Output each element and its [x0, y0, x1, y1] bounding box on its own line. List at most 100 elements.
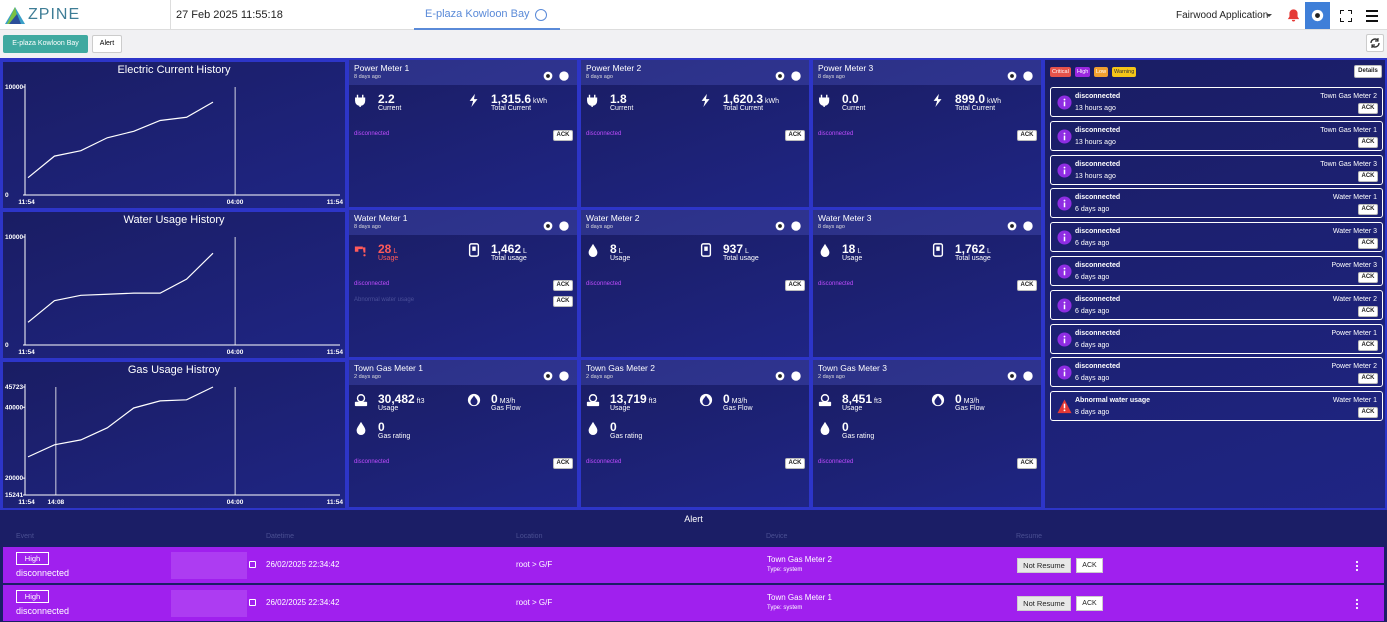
card-alert: disconnected	[354, 131, 390, 137]
icon-shape	[468, 243, 480, 257]
metric-unit: ft3	[648, 398, 657, 405]
icon-shape	[563, 225, 565, 229]
resume-button[interactable]: Not Resume	[1017, 596, 1071, 611]
ack-button[interactable]: ACK	[553, 280, 573, 291]
card-alert: disconnected	[818, 459, 854, 465]
app-selector[interactable]: Fairwood Application	[1176, 10, 1269, 21]
icon-shape	[1339, 9, 1353, 23]
ack-button[interactable]: ACK	[1076, 558, 1103, 573]
y-tick-label: 10000	[5, 84, 23, 91]
metric-label: Gas rating	[842, 433, 875, 440]
alert-time: 13 hours ago	[1075, 172, 1116, 180]
icon[interactable]	[559, 68, 569, 81]
icon[interactable]	[791, 368, 801, 381]
icon	[1057, 399, 1072, 414]
ack-button[interactable]: ACK	[785, 280, 805, 291]
icon[interactable]	[775, 68, 785, 81]
view-toggle[interactable]	[1305, 2, 1330, 29]
icon[interactable]	[543, 368, 553, 381]
ack-button[interactable]: ACK	[553, 296, 573, 307]
card-alert: Abnormal water usage	[354, 297, 415, 303]
icon-shape	[354, 394, 368, 407]
alert-status: disconnected	[1075, 160, 1121, 168]
icon[interactable]	[791, 218, 801, 231]
alert-device: Town Gas Meter 2	[1320, 93, 1377, 100]
icon-shape	[1010, 224, 1014, 228]
metric-label: Current	[610, 105, 634, 112]
card-header	[813, 360, 1041, 385]
metric-value-row: 2.2	[378, 90, 395, 108]
icon-shape	[1027, 375, 1029, 379]
site-button[interactable]: E-plaza Kowloon Bay	[3, 35, 88, 53]
metric-unit: ft3	[416, 398, 425, 405]
alert-button[interactable]: Alert	[92, 35, 122, 53]
thumbnail	[171, 552, 247, 579]
ack-button[interactable]: ACK	[1017, 280, 1037, 291]
icon[interactable]	[543, 68, 553, 81]
metric-value: 0	[378, 420, 385, 434]
resume-button[interactable]: Not Resume	[1017, 558, 1071, 573]
icon[interactable]	[543, 218, 553, 231]
metric-unit: kWh	[533, 98, 548, 105]
ack-button[interactable]: ACK	[553, 130, 573, 141]
ack-button[interactable]: ACK	[1358, 272, 1378, 283]
metric-label: Gas Flow	[955, 405, 985, 412]
metric-value: 1.8	[610, 92, 627, 106]
ack-button[interactable]: ACK	[1358, 136, 1378, 148]
icon[interactable]	[775, 368, 785, 381]
ack-button[interactable]: ACK	[1017, 130, 1037, 141]
icon[interactable]	[775, 218, 785, 231]
metric-unit: M3/h	[963, 398, 980, 405]
icon-shape	[795, 75, 797, 79]
ack-button[interactable]: ACK	[1358, 305, 1378, 317]
ack-button[interactable]: ACK	[1358, 407, 1378, 419]
icon	[586, 421, 600, 435]
ack-button[interactable]: ACK	[1358, 103, 1378, 114]
ack-button[interactable]: ACK	[1358, 204, 1378, 216]
icon[interactable]	[1023, 368, 1033, 381]
icon-shape	[354, 246, 366, 253]
ack-button[interactable]: ACK	[785, 458, 805, 469]
icon-shape	[1063, 236, 1066, 242]
icon[interactable]	[1007, 368, 1017, 381]
icon[interactable]	[559, 218, 569, 231]
icon[interactable]	[1007, 68, 1017, 81]
icon	[1057, 230, 1072, 245]
icon[interactable]	[1023, 218, 1033, 231]
refresh-button[interactable]	[1366, 34, 1384, 52]
icon-shape	[546, 74, 550, 78]
icon-shape	[1057, 365, 1072, 380]
ack-button[interactable]: ACK	[1017, 458, 1037, 469]
datetime: 26/02/2025 22:34:42	[266, 560, 340, 569]
alert-item: disconnected 6 days ago Power Meter 1 ACK	[1050, 323, 1383, 354]
card-header	[581, 360, 809, 385]
y-tick-label: 20000	[5, 475, 23, 482]
history-chart: Water Usage History 0 10000 11:54 04:00 11:54	[3, 212, 345, 358]
site-tab[interactable]: E-plaza Kowloon Bay	[425, 8, 530, 20]
ack-button[interactable]: ACK	[1076, 596, 1103, 611]
ack-button[interactable]: ACK	[785, 130, 805, 141]
icon[interactable]	[1023, 68, 1033, 81]
icon-shape	[820, 243, 830, 257]
y-tick-label: 0	[5, 192, 9, 199]
icon[interactable]	[1007, 218, 1017, 231]
ack-button[interactable]: ACK	[1358, 339, 1378, 351]
metric-value: 0	[842, 420, 849, 434]
icon	[467, 93, 481, 107]
ack-button[interactable]: ACK	[553, 458, 573, 469]
metric-value-row: 0	[378, 418, 385, 436]
icon[interactable]	[791, 68, 801, 81]
ack-button[interactable]: ACK	[1358, 170, 1378, 182]
icon-shape	[1027, 373, 1029, 375]
icon[interactable]	[559, 368, 569, 381]
icon-shape	[1287, 9, 1300, 22]
history-line	[27, 386, 214, 458]
row-menu[interactable]	[1355, 597, 1359, 610]
alert-time: 6 days ago	[1075, 206, 1110, 214]
details-button[interactable]: Details	[1354, 65, 1382, 78]
row-menu[interactable]	[1355, 559, 1359, 572]
ack-button[interactable]: ACK	[1358, 373, 1378, 385]
ack-button[interactable]: ACK	[1358, 238, 1378, 250]
icon-shape	[588, 421, 598, 435]
